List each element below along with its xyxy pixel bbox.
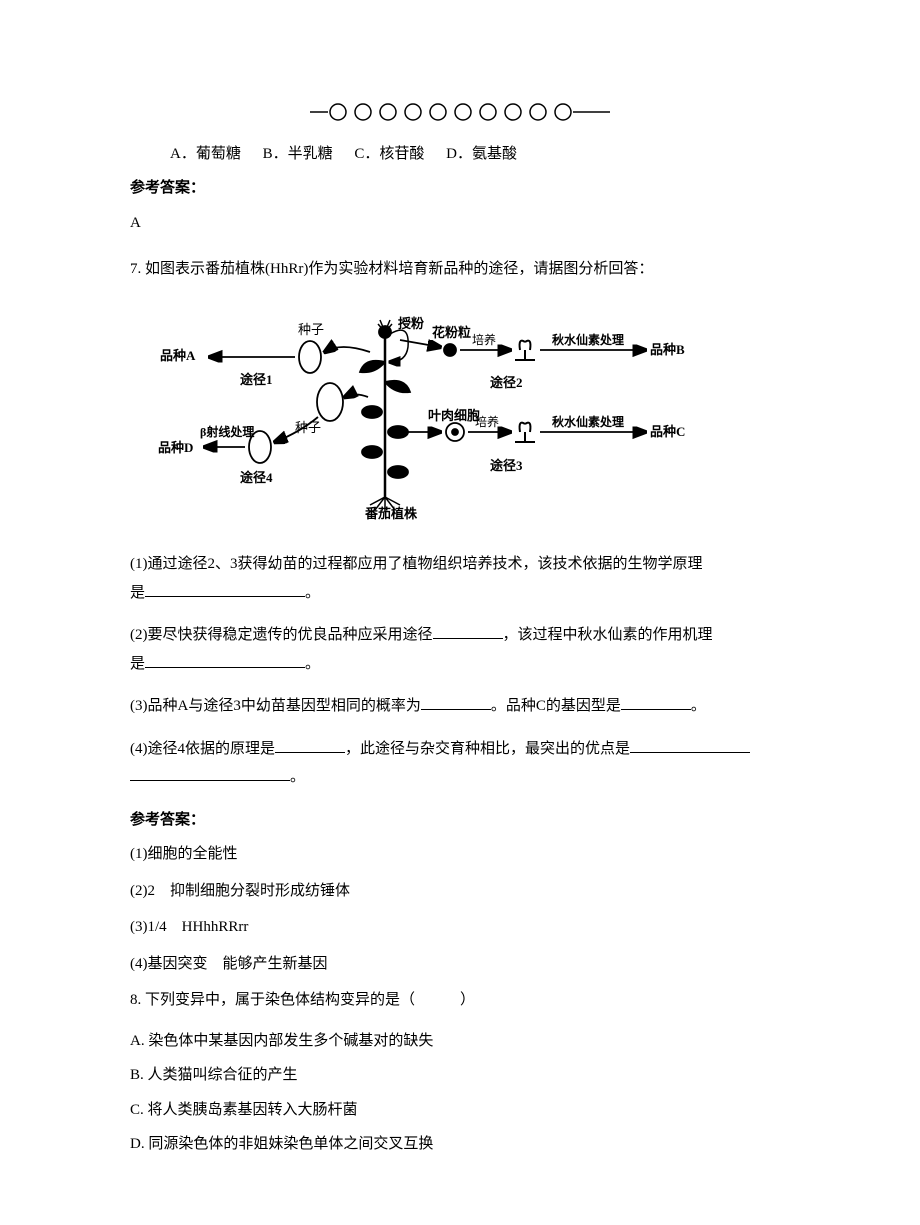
blank (433, 623, 503, 640)
q6-options: A．葡萄糖 B．半乳糖 C．核苷酸 D．氨基酸 (130, 140, 790, 169)
label-pollen-grain: 花粉粒 (432, 325, 471, 340)
q6-option-b: B．半乳糖 (263, 146, 333, 162)
q7-s1b: 是 (130, 585, 145, 601)
q7-s4c: 。 (290, 769, 305, 785)
q7-sub4: (4)途径4依据的原理是 ，此途径与杂交育种相比，最突出的优点是 。 (130, 735, 790, 792)
label-colch2: 秋水仙素处理 (552, 414, 624, 429)
label-seed2: 种子 (295, 420, 321, 435)
q7-s1a: (1)通过途径2、3获得幼苗的过程都应用了植物组织培养技术，该技术依据的生物学原… (130, 556, 703, 572)
q7-answer-3: (3)1/4 HHhhRRrr (130, 913, 790, 942)
label-culture1: 培养 (472, 332, 496, 347)
q7-s2b: ，该过程中秋水仙素的作用机理 (503, 627, 713, 643)
q7-answer-2: (2)2 抑制细胞分裂时形成纺锤体 (130, 877, 790, 906)
label-route3: 途径3 (490, 458, 523, 473)
blank (145, 651, 305, 668)
label-brandB: 品种B (650, 342, 685, 357)
plant-icon (360, 320, 410, 512)
q6-option-d: D．氨基酸 (446, 146, 517, 162)
q7-s2a: (2)要尽快获得稳定遗传的优良品种应采用途径 (130, 627, 433, 643)
q7-s4a: (4)途径4依据的原理是 (130, 741, 275, 757)
chain-svg (310, 100, 610, 124)
label-leaf-cell: 叶肉细胞 (428, 408, 480, 423)
label-route2: 途径2 (490, 375, 523, 390)
label-brandC: 品种C (650, 424, 685, 439)
blank (130, 765, 290, 782)
label-beta: β射线处理 (200, 424, 254, 439)
label-colch1: 秋水仙素处理 (552, 332, 624, 347)
label-pollen: 授粉 (398, 316, 424, 331)
label-seed1: 种子 (298, 322, 324, 337)
q7-s2d: 。 (305, 656, 320, 672)
q8-options: A. 染色体中某基因内部发生多个碱基对的缺失 B. 人类猫叫综合征的产生 C. … (130, 1027, 790, 1159)
q8-option-b: B. 人类猫叫综合征的产生 (130, 1061, 790, 1090)
q6-option-a: A．葡萄糖 (170, 146, 241, 162)
q8: 8. 下列变异中，属于染色体结构变异的是（ ） A. 染色体中某基因内部发生多个… (130, 986, 790, 1159)
blank (275, 736, 345, 753)
label-brandD: 品种D (158, 440, 193, 455)
q6-option-c: C．核苷酸 (354, 146, 424, 162)
q8-option-a: A. 染色体中某基因内部发生多个碱基对的缺失 (130, 1027, 790, 1056)
seedling1-icon (515, 340, 535, 359)
label-culture2: 培养 (475, 414, 499, 429)
q8-option-c: C. 将人类胰岛素基因转入大肠杆菌 (130, 1096, 790, 1125)
q7-sub2: (2)要尽快获得稳定遗传的优良品种应采用途径 ，该过程中秋水仙素的作用机理 是 。 (130, 621, 790, 678)
decorative-chain (130, 100, 790, 135)
label-brandA: 品种A (160, 348, 196, 363)
blank (145, 580, 305, 597)
q7-s1c: 。 (305, 585, 320, 601)
blank (630, 736, 750, 753)
seedling2-icon (515, 422, 535, 441)
label-route1: 途径1 (240, 372, 273, 387)
q7-s3a: (3)品种A与途径3中幼苗基因型相同的概率为 (130, 698, 421, 714)
q7-s4b: ，此途径与杂交育种相比，最突出的优点是 (345, 741, 630, 757)
label-center: 番茄植株 (364, 506, 418, 521)
q7-answer-4: (4)基因突变 能够产生新基因 (130, 950, 790, 979)
blank (621, 694, 691, 711)
q7-stem: 7. 如图表示番茄植株(HhRr)作为实验材料培育新品种的途径，请据图分析回答： (130, 255, 790, 284)
q7-s3b: 。品种C的基因型是 (491, 698, 621, 714)
q7-sub1: (1)通过途径2、3获得幼苗的过程都应用了植物组织培养技术，该技术依据的生物学原… (130, 550, 790, 607)
q6-answer-value: A (130, 209, 790, 238)
q7-answer-label: 参考答案： (130, 806, 790, 835)
q7-sub3: (3)品种A与途径3中幼苗基因型相同的概率为 。品种C的基因型是 。 (130, 692, 790, 721)
q7-diagram-svg: 番茄植株 种子 品种A 途径1 授粉 种子 β射线处理 品种D 途径4 花粉粒 … (140, 302, 700, 522)
label-route4: 途径4 (240, 470, 273, 485)
q8-stem: 8. 下列变异中，属于染色体结构变异的是（ ） (130, 986, 790, 1015)
q8-option-d: D. 同源染色体的非姐妹染色单体之间交叉互换 (130, 1130, 790, 1159)
q7-diagram: 番茄植株 种子 品种A 途径1 授粉 种子 β射线处理 品种D 途径4 花粉粒 … (130, 302, 790, 533)
q7-s2c: 是 (130, 656, 145, 672)
q6-answer-label: 参考答案： (130, 174, 790, 203)
q7-s3c: 。 (691, 698, 706, 714)
q7-answer-1: (1)细胞的全能性 (130, 840, 790, 869)
blank (421, 694, 491, 711)
